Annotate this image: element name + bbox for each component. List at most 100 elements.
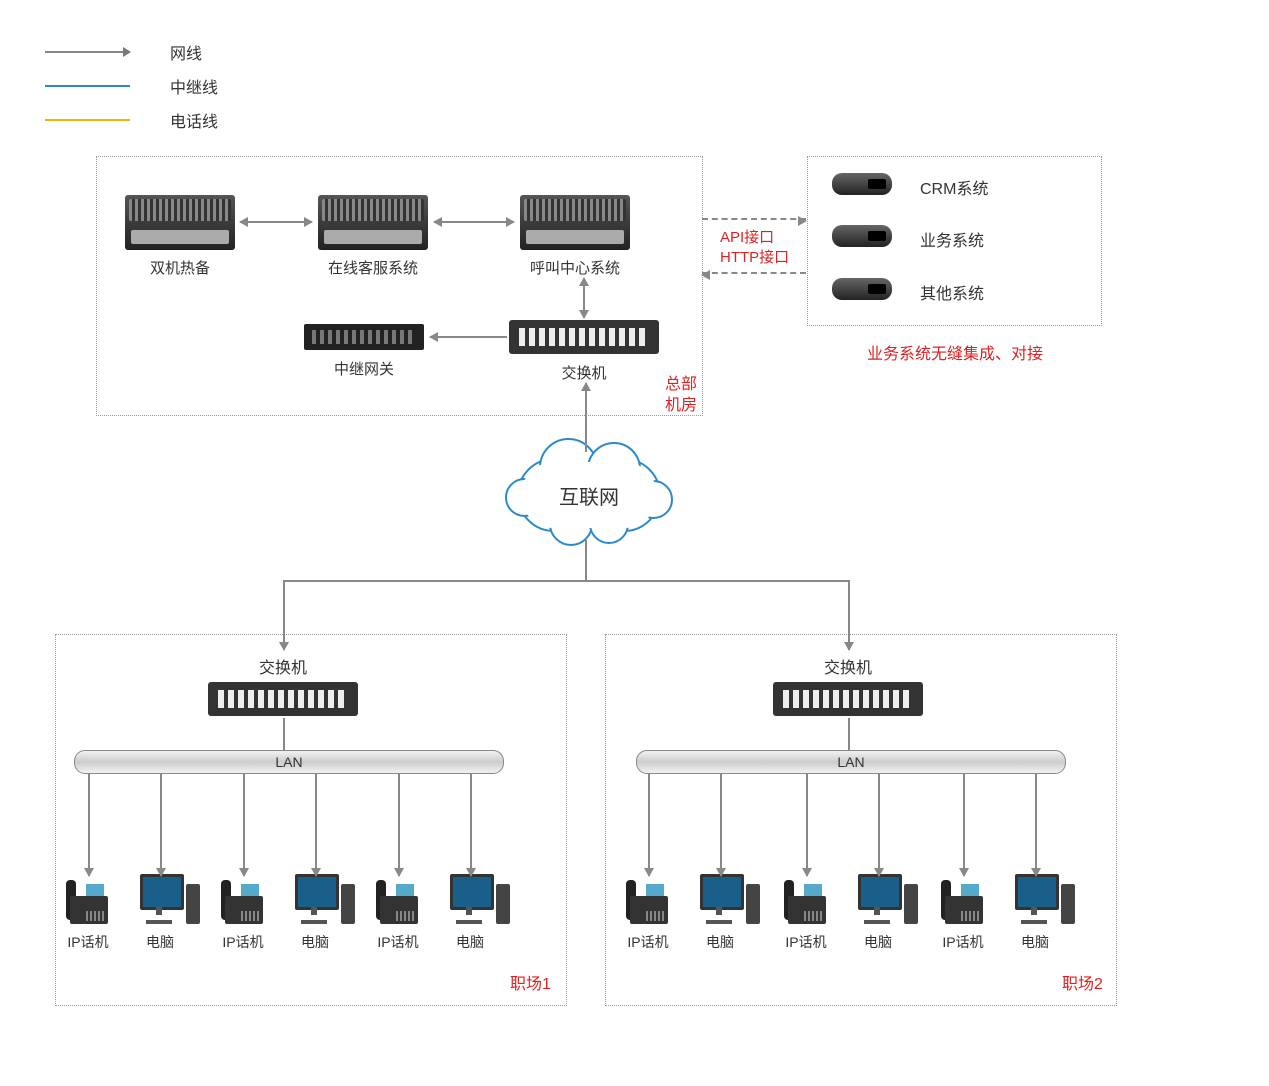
computer-icon (1009, 874, 1061, 924)
phone-icon (380, 880, 418, 924)
node-ip-phone: IP话机 (945, 880, 983, 924)
node-label: IP话机 (618, 932, 678, 952)
legend-label: 中继线 (170, 74, 218, 98)
node-label: 交换机 (773, 654, 923, 678)
node-ip-phone: IP话机 (70, 880, 108, 924)
edge (720, 774, 722, 876)
computer-icon (289, 874, 341, 924)
region-site2-label: 职场2 (1062, 970, 1103, 994)
node-label: 互联网 (521, 462, 657, 528)
edge (283, 718, 285, 750)
node-label: 电脑 (1005, 932, 1065, 952)
edge (585, 540, 587, 580)
node-pc: 电脑 (694, 874, 746, 924)
phone-icon (788, 880, 826, 924)
line-icon (45, 85, 130, 87)
legend-item-phone: 电话线 (45, 108, 218, 132)
server-icon (832, 225, 892, 247)
computer-icon (444, 874, 496, 924)
node-label: 电脑 (285, 932, 345, 952)
computer-icon (134, 874, 186, 924)
node-internet: 互联网 (517, 458, 661, 532)
node-label: IP话机 (933, 932, 993, 952)
node-crm (832, 173, 892, 195)
line-icon (45, 51, 130, 53)
node-label: 交换机 (208, 654, 358, 678)
line-icon (45, 119, 130, 121)
edge (848, 580, 850, 650)
edge (583, 278, 585, 318)
region-site1-label: 职场1 (510, 970, 551, 994)
server-icon (125, 195, 235, 250)
node-ip-phone: IP话机 (630, 880, 668, 924)
region-biz-label: 业务系统无缝集成、对接 (810, 340, 1100, 364)
edge (430, 336, 507, 338)
server-icon (318, 195, 428, 250)
server-icon (832, 278, 892, 300)
text: 总部机房 (665, 376, 697, 414)
node-hq-switch: 交换机 (509, 320, 659, 354)
gateway-icon (304, 324, 424, 350)
edge (283, 580, 849, 582)
edge (1035, 774, 1037, 876)
computer-icon (852, 874, 904, 924)
node-label: 电脑 (440, 932, 500, 952)
edge-dashed (702, 272, 806, 274)
node-switch1: 交换机 (208, 682, 358, 716)
node-label: IP话机 (776, 932, 836, 952)
node-online-cs: 在线客服系统 (318, 195, 428, 250)
edge (160, 774, 162, 876)
node-label: 业务系统 (920, 227, 984, 251)
node-other-sys (832, 278, 892, 300)
edge (648, 774, 650, 876)
edge (434, 221, 514, 223)
legend-item-ethernet: 网线 (45, 40, 218, 64)
legend-label: 网线 (170, 40, 202, 64)
edge (806, 774, 808, 876)
phone-icon (225, 880, 263, 924)
text: API接口 (720, 229, 774, 246)
edge (585, 414, 587, 452)
edge (88, 774, 90, 876)
edge (585, 383, 587, 414)
node-label: 电脑 (130, 932, 190, 952)
legend-label: 电话线 (170, 108, 218, 132)
node-label: 在线客服系统 (323, 257, 423, 278)
node-pc: 电脑 (852, 874, 904, 924)
node-label: 电脑 (848, 932, 908, 952)
node-pc: 电脑 (1009, 874, 1061, 924)
node-switch2: 交换机 (773, 682, 923, 716)
node-pc: 电脑 (289, 874, 341, 924)
edge (243, 774, 245, 876)
node-ip-phone: IP话机 (788, 880, 826, 924)
edge (283, 580, 285, 650)
node-pc: 电脑 (444, 874, 496, 924)
switch-icon (509, 320, 659, 354)
node-label: 双机热备 (130, 257, 230, 278)
node-label: 其他系统 (920, 280, 984, 304)
legend: 网线 中继线 电话线 (45, 40, 218, 142)
edge (315, 774, 317, 876)
text: HTTP接口 (720, 249, 789, 266)
node-label: LAN (837, 754, 864, 770)
node-label: IP话机 (213, 932, 273, 952)
legend-item-trunk: 中继线 (45, 74, 218, 98)
edge (963, 774, 965, 876)
node-label: 电脑 (690, 932, 750, 952)
node-label: 交换机 (509, 362, 659, 383)
switch-icon (773, 682, 923, 716)
cloud-icon: 互联网 (517, 458, 661, 532)
region-hq-label: 总部机房 (665, 375, 697, 417)
node-lan1: LAN (74, 750, 504, 774)
server-icon (832, 173, 892, 195)
node-biz-sys (832, 225, 892, 247)
node-ip-phone: IP话机 (380, 880, 418, 924)
node-label: 中继网关 (304, 358, 424, 379)
node-backup-server: 双机热备 (125, 195, 235, 250)
edge (470, 774, 472, 876)
edge (878, 774, 880, 876)
edge-dashed (702, 218, 806, 220)
node-ip-phone: IP话机 (225, 880, 263, 924)
diagram-canvas: 网线 中继线 电话线 总部机房 业务系统无缝集成、对接 职场1 职场2 双机热备… (0, 0, 1269, 1086)
switch-icon (208, 682, 358, 716)
